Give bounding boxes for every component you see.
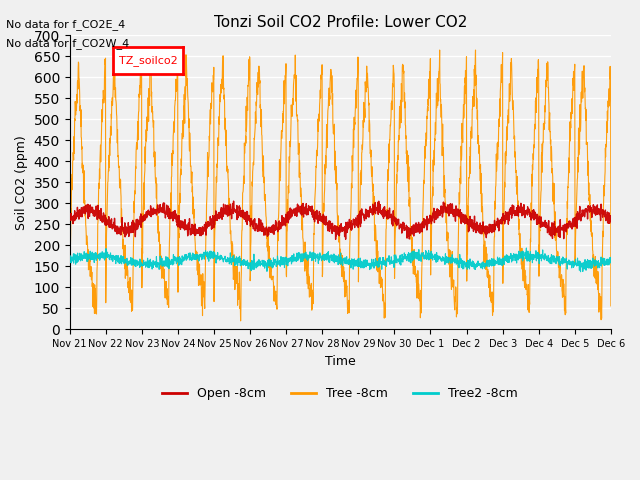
Text: No data for f_CO2W_4: No data for f_CO2W_4 [6,38,130,49]
Title: Tonzi Soil CO2 Profile: Lower CO2: Tonzi Soil CO2 Profile: Lower CO2 [214,15,467,30]
Y-axis label: Soil CO2 (ppm): Soil CO2 (ppm) [15,135,28,230]
Legend: Open -8cm, Tree -8cm, Tree2 -8cm: Open -8cm, Tree -8cm, Tree2 -8cm [157,383,523,406]
Text: No data for f_CO2E_4: No data for f_CO2E_4 [6,19,125,30]
X-axis label: Time: Time [325,355,356,368]
